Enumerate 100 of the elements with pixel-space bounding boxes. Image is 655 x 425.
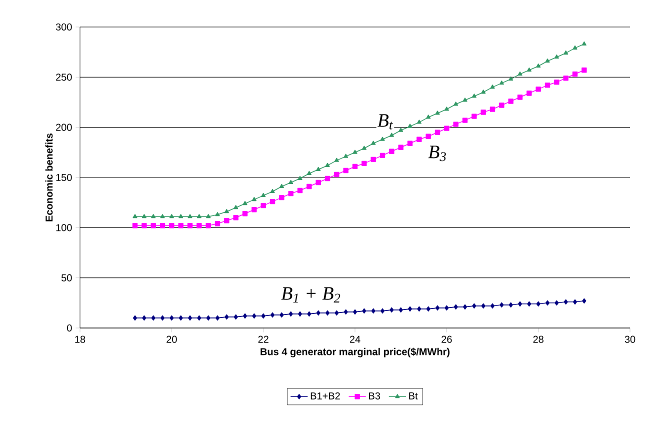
point [408,306,412,312]
point [370,156,376,162]
y-tick-label: 250 [56,74,72,81]
point [554,54,559,59]
point [536,301,540,307]
point [215,212,220,216]
point [334,158,339,162]
point [343,168,348,174]
point [472,94,476,98]
point [389,148,394,154]
point [307,311,312,317]
annotation: B$_{3}$ [428,146,446,162]
point [306,184,312,190]
point [160,214,165,218]
point [572,72,578,77]
point [316,310,320,316]
point [224,209,229,214]
point [508,76,514,81]
x-tick-label: 30 [624,336,636,343]
point [206,223,211,228]
point [252,206,257,212]
point [261,192,266,198]
y-tick-label: 300 [56,23,72,31]
point [297,188,303,194]
point [472,303,476,309]
point [206,315,210,321]
point [380,136,385,141]
point [526,90,532,96]
point [142,315,146,321]
point [500,302,504,308]
point [160,223,166,228]
point [426,114,431,119]
y-tick-label: 100 [56,224,72,232]
point [398,144,404,150]
point [417,306,422,312]
point [398,307,403,313]
point [380,308,385,314]
x-tick-label: 22 [258,336,268,343]
point [444,305,449,311]
point [242,200,248,206]
point [234,204,238,210]
point [508,98,514,104]
point [298,311,302,317]
point [582,41,586,46]
point [435,110,440,115]
point [142,223,147,228]
y-tick-label: 50 [61,274,72,282]
point [178,223,184,228]
point [554,80,560,85]
point [233,215,238,220]
point [252,196,256,202]
point [334,310,339,316]
x-tick-label: 24 [350,336,360,343]
point [518,72,522,76]
point [462,304,468,310]
point [334,172,340,178]
point [196,214,202,218]
point [582,298,586,304]
point [132,214,138,218]
point [169,223,174,228]
point [270,188,275,194]
legend-label: B3 [369,392,380,400]
point [151,214,156,218]
point [178,214,184,218]
point [197,315,202,321]
point [544,82,550,88]
point [508,302,513,308]
point [169,214,174,218]
legend-label: Bt [409,392,418,400]
point [344,309,348,315]
point [187,223,193,228]
annotation: B$_{1}$ + B$_{2}$ [281,287,340,303]
point [480,110,486,115]
y-tick-label: 200 [56,124,72,131]
annotation: B$_{t}$ [378,114,393,130]
point [545,300,550,306]
point [564,299,568,305]
point [151,315,156,321]
point [362,146,366,150]
point [389,132,394,137]
point [196,223,202,228]
point [298,176,302,180]
point [481,90,486,94]
point [426,306,430,312]
legend-label: B1+B2 [310,392,340,400]
point [398,128,404,132]
point [454,102,458,106]
point [499,80,504,85]
point [490,303,495,309]
point [536,64,541,68]
point [160,315,165,321]
point [279,194,284,200]
point [288,190,294,196]
point [188,315,192,321]
point [280,312,284,318]
point [536,86,541,92]
point [352,309,358,315]
point [288,180,294,184]
y-axis-title: Economic benefits [45,133,53,222]
point [481,303,486,309]
